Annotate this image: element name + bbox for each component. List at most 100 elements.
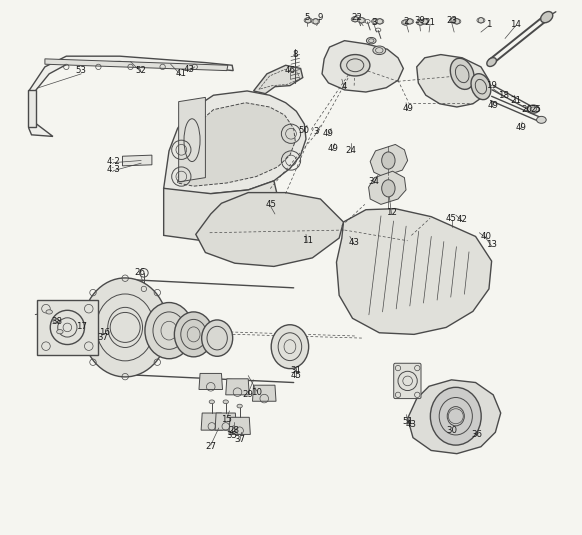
Ellipse shape [537, 117, 546, 124]
Ellipse shape [351, 17, 359, 22]
Ellipse shape [237, 404, 242, 408]
Ellipse shape [223, 400, 228, 404]
Text: 17: 17 [76, 322, 87, 331]
Polygon shape [196, 193, 343, 266]
Ellipse shape [371, 19, 379, 24]
Text: 43: 43 [349, 238, 360, 247]
Ellipse shape [417, 20, 424, 25]
Ellipse shape [527, 105, 540, 113]
Ellipse shape [367, 37, 376, 44]
Text: 12: 12 [386, 209, 397, 217]
Text: 39: 39 [414, 16, 425, 25]
Text: 27: 27 [205, 442, 217, 451]
Ellipse shape [450, 18, 457, 23]
Text: 35: 35 [226, 431, 237, 440]
Polygon shape [229, 417, 250, 434]
Text: 20: 20 [521, 105, 532, 113]
Text: 4:3: 4:3 [107, 165, 120, 173]
Text: 52: 52 [136, 66, 147, 75]
Polygon shape [254, 65, 303, 94]
Text: 45: 45 [265, 201, 276, 209]
Text: 16: 16 [100, 328, 111, 337]
Text: 51: 51 [402, 417, 413, 426]
Text: 45: 45 [446, 214, 457, 223]
Ellipse shape [541, 12, 553, 22]
Text: 37: 37 [97, 333, 108, 341]
Text: 2: 2 [403, 17, 409, 26]
Polygon shape [215, 413, 236, 430]
Polygon shape [322, 41, 403, 92]
Ellipse shape [453, 19, 461, 24]
Ellipse shape [487, 58, 496, 66]
Ellipse shape [406, 19, 414, 24]
Text: 45: 45 [291, 371, 302, 380]
FancyBboxPatch shape [37, 300, 98, 355]
Ellipse shape [402, 20, 410, 25]
Ellipse shape [340, 55, 370, 76]
Text: 42: 42 [457, 215, 468, 224]
Text: 49: 49 [327, 144, 338, 153]
Ellipse shape [53, 319, 59, 323]
Ellipse shape [471, 74, 491, 100]
Polygon shape [178, 103, 295, 186]
Text: 26: 26 [134, 268, 146, 277]
Ellipse shape [175, 312, 213, 357]
Ellipse shape [477, 18, 485, 23]
Text: 34: 34 [368, 178, 379, 186]
Ellipse shape [382, 180, 395, 197]
Text: 49: 49 [488, 102, 499, 110]
Text: 15: 15 [221, 415, 232, 424]
Text: 18: 18 [498, 91, 509, 100]
Text: 25: 25 [531, 105, 541, 113]
Polygon shape [45, 59, 228, 71]
Text: 23: 23 [446, 16, 457, 25]
Text: 53: 53 [76, 66, 87, 75]
Text: 5: 5 [304, 13, 310, 21]
Text: 4: 4 [342, 82, 347, 91]
Text: 49: 49 [402, 104, 413, 113]
Text: 38: 38 [51, 317, 62, 325]
Text: 43: 43 [184, 65, 195, 74]
Text: 3: 3 [371, 18, 377, 27]
Text: 28: 28 [228, 426, 239, 435]
Text: 19: 19 [486, 81, 497, 89]
Polygon shape [164, 181, 286, 243]
Ellipse shape [376, 19, 384, 24]
Text: 14: 14 [510, 20, 521, 28]
Text: 21: 21 [510, 96, 521, 105]
Ellipse shape [357, 18, 365, 23]
Text: 13: 13 [486, 240, 497, 249]
Text: 4:2: 4:2 [107, 157, 120, 165]
Polygon shape [417, 55, 489, 107]
Polygon shape [28, 90, 36, 127]
Text: 41: 41 [176, 70, 187, 78]
Text: 24: 24 [346, 147, 356, 155]
Text: 21: 21 [425, 18, 435, 27]
Ellipse shape [304, 18, 312, 23]
Text: 31: 31 [291, 366, 302, 374]
Text: 36: 36 [471, 430, 482, 439]
Ellipse shape [311, 19, 320, 24]
Polygon shape [29, 56, 233, 136]
Text: 1: 1 [486, 20, 492, 28]
Ellipse shape [145, 303, 193, 359]
FancyBboxPatch shape [393, 363, 421, 399]
Polygon shape [226, 379, 249, 395]
Ellipse shape [209, 400, 215, 404]
Polygon shape [407, 380, 501, 454]
Polygon shape [336, 209, 492, 334]
Text: 29: 29 [243, 391, 254, 399]
Ellipse shape [373, 46, 386, 55]
Polygon shape [199, 373, 222, 389]
Ellipse shape [271, 325, 308, 369]
Polygon shape [370, 144, 407, 177]
Text: 3: 3 [313, 127, 319, 136]
Text: 43: 43 [405, 421, 416, 429]
Text: 9: 9 [317, 13, 322, 21]
Ellipse shape [382, 152, 395, 169]
Text: 30: 30 [446, 426, 457, 434]
Ellipse shape [201, 320, 233, 356]
Text: 10: 10 [251, 388, 262, 397]
Text: 37: 37 [234, 435, 245, 444]
Text: 11: 11 [301, 236, 313, 244]
